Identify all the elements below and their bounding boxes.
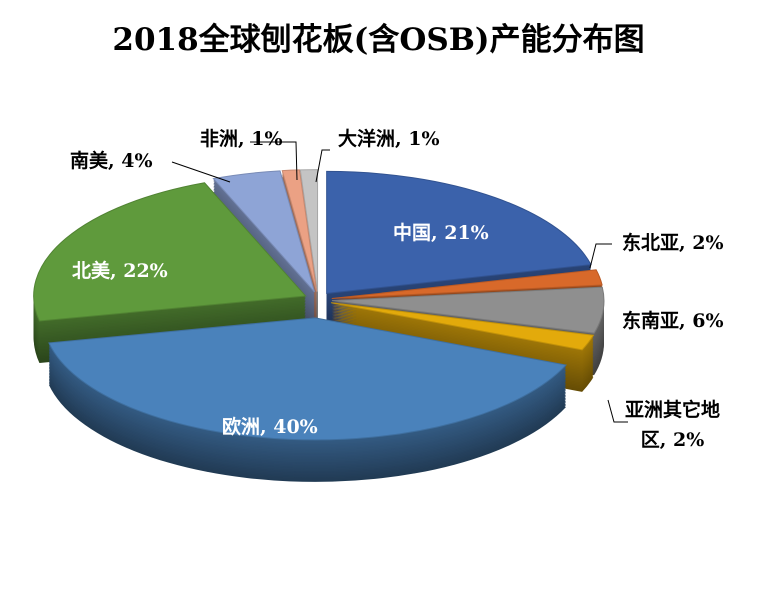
data-label-2: 东南亚, 6%	[622, 310, 724, 332]
pie-slice-top	[281, 169, 318, 292]
data-label-8: 大洋洲, 1%	[338, 128, 440, 150]
pie-slice-top	[212, 170, 315, 293]
data-label-7: 非洲, 1%	[200, 128, 283, 150]
pie-slice-top	[326, 170, 592, 294]
pie-slice-0	[326, 170, 592, 336]
chart-title: 2018全球刨花板(含OSB)产能分布图	[112, 22, 645, 58]
pie-slice-top	[331, 269, 603, 300]
leader-line	[171, 161, 231, 183]
pie-slice-top	[331, 302, 595, 351]
data-label-0: 中国, 21%	[393, 222, 489, 244]
pie-slice-top	[299, 169, 319, 292]
pie-slice-top	[33, 182, 307, 322]
leader-line	[250, 141, 298, 181]
pie-slice-top	[48, 317, 568, 441]
data-label-5: 北美, 22%	[72, 260, 168, 282]
leader-line	[589, 243, 612, 269]
pie-slice-top	[331, 286, 605, 334]
data-label-4: 欧洲, 40%	[222, 416, 318, 438]
data-label-1: 东北亚, 2%	[622, 232, 724, 254]
leader-line	[315, 149, 330, 183]
data-label-3: 亚洲其它地 区, 2%	[625, 399, 721, 451]
data-label-6: 南美, 4%	[70, 150, 153, 172]
leader-line	[607, 399, 628, 423]
pie-slice-4	[48, 317, 568, 482]
